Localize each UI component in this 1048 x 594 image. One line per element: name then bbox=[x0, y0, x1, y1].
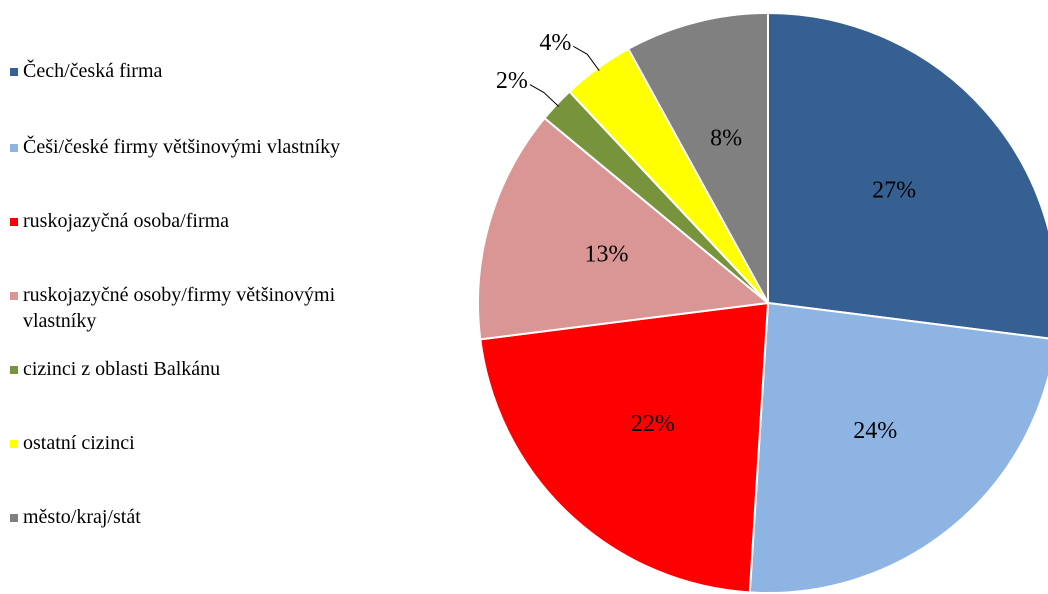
legend-swatch bbox=[10, 144, 18, 152]
legend-label: cizinci z oblasti Balkánu bbox=[23, 358, 221, 380]
data-label: 8% bbox=[710, 126, 742, 152]
data-label: 27% bbox=[872, 177, 916, 203]
legend-label: Čech/česká firma bbox=[23, 60, 163, 82]
legend-item: ostatní cizinci bbox=[10, 430, 403, 456]
legend-item: Čech/česká firma bbox=[10, 58, 403, 84]
legend-item: ruskojazyčné osoby/firmy většinovými vla… bbox=[10, 282, 403, 334]
legend-swatch bbox=[10, 366, 18, 374]
legend-label: Češi/české firmy většinovými vlastníky bbox=[23, 136, 341, 158]
leader-line bbox=[529, 84, 560, 107]
pie-slice bbox=[626, 11, 769, 304]
pie-slice bbox=[479, 301, 770, 594]
legend-item: město/kraj/stát bbox=[10, 504, 403, 530]
pie-slice bbox=[767, 11, 1048, 340]
data-label: 2% bbox=[496, 68, 528, 94]
legend-swatch bbox=[10, 68, 18, 76]
data-label: 4% bbox=[539, 30, 571, 56]
pie-slice bbox=[477, 116, 771, 341]
pie-slice bbox=[748, 301, 1048, 594]
legend-swatch bbox=[10, 292, 18, 300]
leader-line bbox=[573, 45, 600, 72]
legend-swatch bbox=[10, 218, 18, 226]
legend-label: ostatní cizinci bbox=[23, 432, 135, 454]
data-label: 22% bbox=[631, 411, 675, 437]
data-label: 13% bbox=[584, 242, 628, 268]
legend-swatch bbox=[10, 514, 18, 522]
legend-item: ruskojazyčná osoba/firma bbox=[10, 208, 403, 234]
legend-label: město/kraj/stát bbox=[23, 506, 141, 528]
data-label: 24% bbox=[853, 418, 897, 444]
legend-label: ruskojazyčná osoba/firma bbox=[23, 210, 230, 232]
legend-item: cizinci z oblasti Balkánu bbox=[10, 356, 403, 382]
legend-label: ruskojazyčné osoby/firmy většinovými vla… bbox=[23, 284, 336, 332]
legend-swatch bbox=[10, 440, 18, 448]
legend-item: Češi/české firmy většinovými vlastníky bbox=[10, 134, 403, 160]
